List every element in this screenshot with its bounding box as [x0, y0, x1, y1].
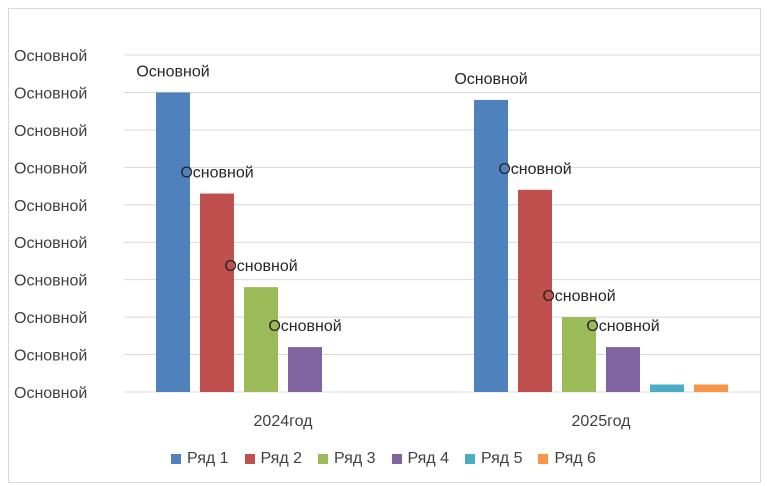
y-tick-label: Основной [14, 48, 87, 65]
data-label: Основной [268, 318, 341, 335]
legend-swatch [538, 454, 549, 464]
x-category-label: 2025год [572, 413, 632, 430]
legend: Ряд 1 Ряд 2 Ряд 3 Ряд 4 Ряд 5 Ряд 6 [0, 445, 767, 473]
legend-item: Ряд 2 [244, 450, 303, 468]
data-label: Основной [136, 63, 209, 80]
bar-chart: Основной Основной Основной Основной Основной… [14, 48, 760, 430]
bar-4-2 [606, 347, 640, 392]
bar-2-2 [518, 189, 552, 392]
data-label: Основной [586, 318, 659, 335]
legend-label: Ряд 1 [187, 450, 229, 467]
data-label: Основной [542, 288, 615, 305]
legend-label: Ряд 2 [260, 450, 303, 467]
legend-label: Ряд 3 [334, 450, 376, 467]
y-tick-label: Основной [14, 348, 87, 365]
legend-swatch [244, 454, 255, 464]
legend-swatch [464, 454, 475, 464]
bar-3-2 [562, 317, 596, 392]
bar-3-1 [244, 287, 278, 392]
y-tick-label: Основной [14, 123, 87, 140]
legend-label: Ряд 6 [554, 450, 596, 467]
legend-item: Ряд 3 [318, 450, 376, 468]
data-label: Основной [454, 71, 527, 88]
chart-frame [8, 8, 761, 483]
legend-item: Ряд 6 [538, 450, 596, 468]
y-tick-label: Основной [14, 273, 87, 290]
legend-label: Ряд 5 [480, 450, 523, 467]
x-category-label: 2024год [254, 413, 314, 430]
legend-swatch [391, 454, 402, 464]
y-tick-label: Основной [14, 385, 87, 402]
y-tick-label: Основной [14, 160, 87, 177]
legend-swatch [171, 454, 182, 464]
data-label: Основной [498, 161, 571, 178]
data-label: Основной [224, 258, 297, 275]
bar-1-1 [156, 92, 190, 392]
bar-6-2 [694, 384, 728, 392]
legend-item: Ряд 4 [391, 450, 449, 468]
legend-item: Ряд 5 [464, 450, 523, 468]
legend-label: Ряд 4 [407, 450, 449, 467]
y-tick-label: Основной [14, 235, 87, 252]
bar-1-2 [474, 99, 508, 392]
legend-item: Ряд 1 [171, 450, 229, 468]
data-label: Основной [180, 165, 253, 182]
bar-4-1 [288, 347, 322, 392]
y-tick-label: Основной [14, 198, 87, 215]
bar-2-1 [200, 193, 234, 392]
y-tick-label: Основной [14, 85, 87, 102]
y-tick-label: Основной [14, 310, 87, 327]
legend-swatch [318, 454, 329, 464]
bar-5-2 [650, 384, 684, 392]
